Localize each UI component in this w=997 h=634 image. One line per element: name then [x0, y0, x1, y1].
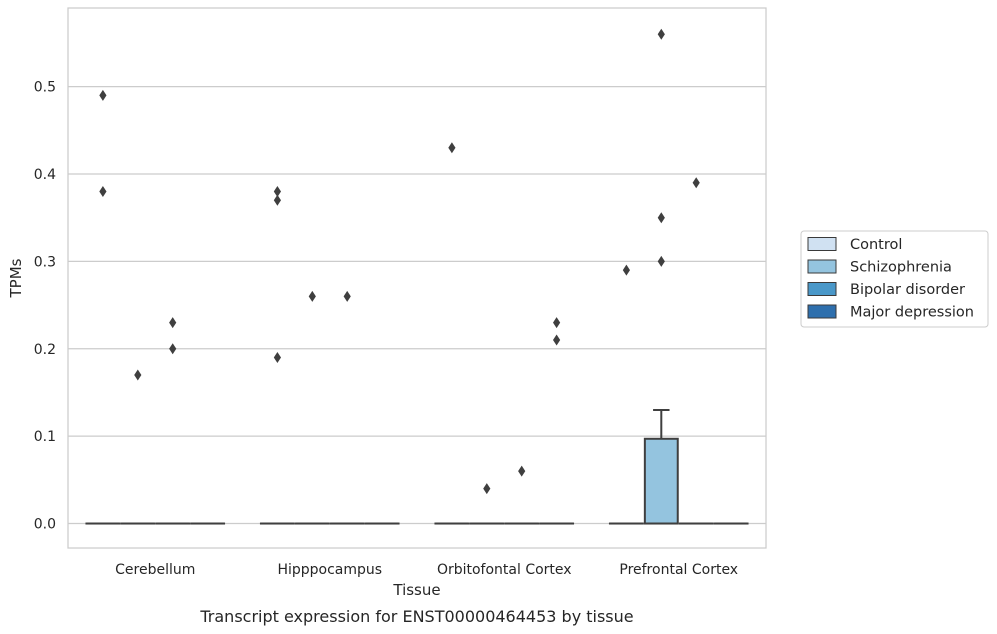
x-tick-label: Hipppocampus — [277, 562, 382, 578]
outlier-point — [134, 369, 142, 381]
box-control — [85, 89, 121, 525]
box-schizophrenia — [469, 483, 505, 525]
x-axis-label: Tissue — [392, 581, 440, 599]
y-tick-label: 0.1 — [34, 429, 56, 445]
outlier-point — [273, 185, 281, 197]
x-tick-label: Orbitofontal Cortex — [437, 562, 572, 578]
outlier-point — [273, 194, 281, 206]
chart-caption: Transcript expression for ENST0000046445… — [199, 607, 633, 626]
legend-box — [800, 230, 989, 328]
y-tick-label: 0.2 — [34, 342, 56, 358]
outlier-point — [657, 28, 665, 40]
box-control — [259, 185, 295, 525]
legend-label: Major depression — [850, 305, 974, 321]
outlier-point — [692, 177, 700, 189]
box-control — [434, 142, 470, 525]
legend: Control Schizophrenia Bipolar disorder Majo… — [800, 230, 989, 328]
box-schizophrenia — [120, 369, 156, 525]
box-bipolar-disorder — [155, 317, 191, 525]
y-axis-label: TPMs — [7, 258, 25, 298]
legend-swatch — [807, 237, 837, 251]
y-tick-label: 0.5 — [34, 80, 56, 96]
outlier-point — [553, 334, 561, 346]
outlier-point — [622, 264, 630, 276]
box-bipolar-disorder — [678, 177, 714, 525]
outlier-point — [169, 343, 177, 355]
box-bipolar-disorder — [329, 290, 365, 525]
outlier-point — [483, 483, 491, 495]
legend-swatch — [807, 282, 837, 296]
y-tick-label: 0.0 — [34, 517, 56, 533]
x-axis-ticks: Cerebellum Hipppocampus Orbitofontal Corte… — [115, 562, 738, 578]
box-bipolar-disorder — [504, 465, 540, 525]
box-body — [643, 437, 679, 525]
y-tick-label: 0.3 — [34, 254, 56, 270]
outlier-point — [657, 212, 665, 224]
x-tick-label: Cerebellum — [115, 562, 195, 578]
box-major-depression — [539, 317, 575, 525]
box-marks — [85, 28, 749, 525]
legend-swatch — [807, 259, 837, 274]
box-schizophrenia — [643, 28, 679, 525]
outlier-point — [169, 317, 177, 329]
legend-label: Bipolar disorder — [850, 282, 965, 298]
legend-swatch — [807, 304, 837, 319]
outlier-point — [448, 142, 456, 154]
outlier-point — [657, 255, 665, 267]
box-control — [608, 264, 644, 525]
outlier-point — [99, 185, 107, 197]
outlier-point — [518, 465, 526, 477]
outlier-point — [343, 290, 351, 302]
legend-label: Schizophrenia — [850, 260, 952, 276]
outlier-point — [99, 89, 107, 101]
y-tick-label: 0.4 — [34, 167, 56, 183]
outlier-point — [308, 290, 316, 302]
y-axis-ticks: 0.0 0.1 0.2 0.3 0.4 0.5 — [34, 80, 56, 533]
x-tick-label: Prefrontal Cortex — [619, 562, 738, 578]
outlier-point — [553, 317, 561, 329]
outlier-point — [273, 352, 281, 364]
legend-label: Control — [850, 237, 902, 253]
box-schizophrenia — [294, 290, 330, 525]
